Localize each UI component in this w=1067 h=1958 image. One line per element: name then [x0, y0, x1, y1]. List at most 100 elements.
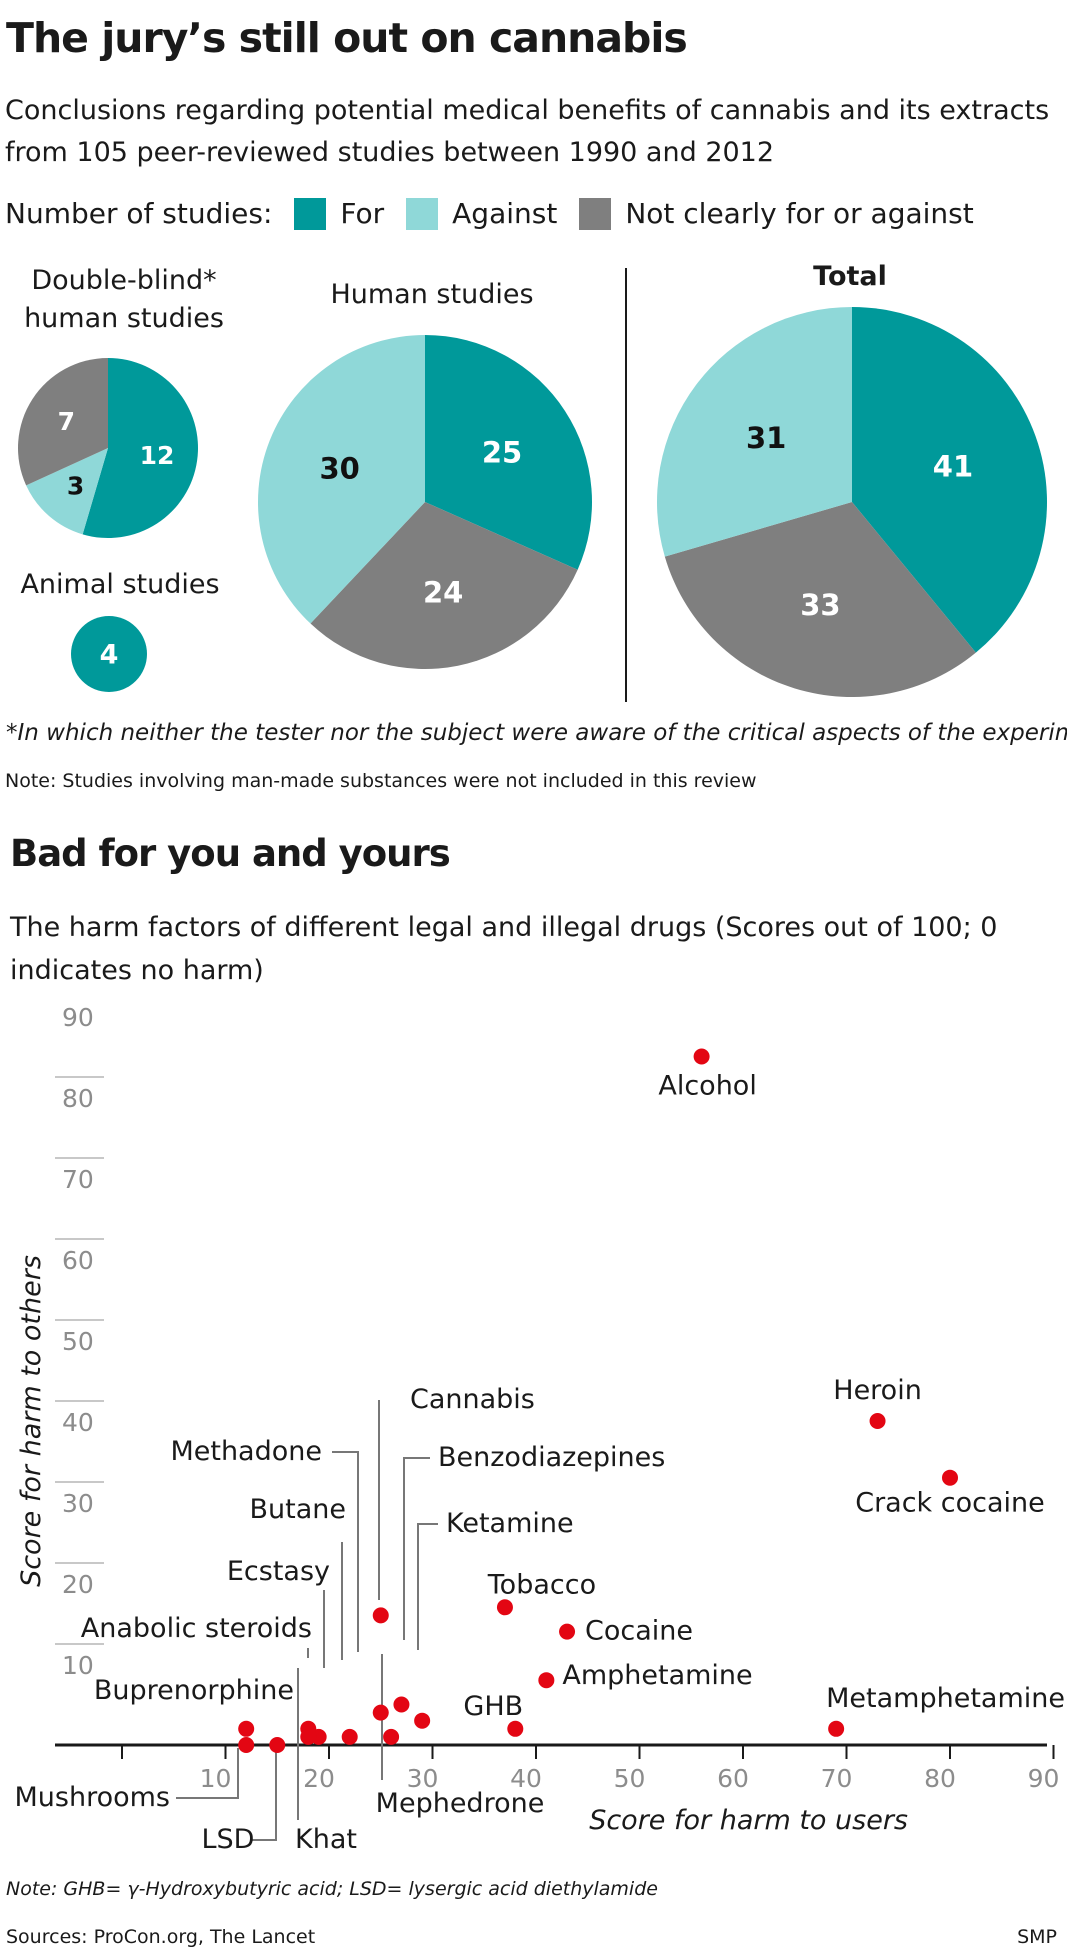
data-point	[341, 1728, 358, 1745]
data-point	[693, 1048, 710, 1065]
data-point	[372, 1704, 389, 1721]
point-label: Butane	[250, 1494, 347, 1525]
legend: Number of studies: For Against Not clear…	[5, 197, 974, 230]
point-label: GHB	[463, 1691, 523, 1722]
point-label: Mephedrone	[376, 1788, 545, 1819]
x-tick-label: 10	[200, 1764, 232, 1793]
data-point	[496, 1599, 513, 1616]
pie-value-label: 12	[140, 441, 175, 470]
point-label: Metamphetamine	[826, 1683, 1065, 1714]
pie-value-label: 24	[423, 575, 463, 609]
data-point	[238, 1720, 255, 1737]
point-label: Cannabis	[410, 1384, 535, 1415]
pie-value-label: 31	[746, 421, 786, 455]
x-axis: 10 20 30 40 50 60 70 80 90 Score for harm to user…	[55, 1743, 1060, 1836]
data-point	[269, 1737, 286, 1753]
point-label: Anabolic steroids	[81, 1613, 312, 1644]
pie-human-studies: 25 24 30	[257, 335, 592, 669]
scatter-chart: 10 20 30 40 50 60 70 80 90 Score for harm to othe…	[14, 1003, 1065, 1856]
y-axis-label: Score for harm to others	[16, 1255, 47, 1587]
x-tick-label: 80	[924, 1764, 956, 1793]
data-point	[828, 1720, 845, 1737]
pie-value-label: 33	[800, 588, 840, 622]
legend-item-for: For	[340, 197, 385, 230]
pie-label-double-blind: Double-blind* human studies	[24, 265, 224, 334]
x-tick-label: 20	[303, 1764, 335, 1793]
point-label: Crack cocaine	[855, 1488, 1045, 1519]
y-tick-label: 90	[62, 1003, 94, 1032]
y-tick-label: 70	[62, 1165, 94, 1194]
point-label: Cocaine	[585, 1616, 693, 1647]
pie-double-blind: 12 3 7	[17, 358, 198, 539]
page-title: The jury’s still out on cannabis	[6, 14, 688, 62]
pie-slice-not-clearly-for-or-against	[310, 502, 578, 669]
pie-slice-for	[82, 358, 198, 539]
point-label: Benzodiazepines	[438, 1442, 665, 1473]
pie-label-total: Total	[813, 261, 887, 292]
legend-label: Number of studies:	[5, 197, 273, 230]
point-label: Ecstasy	[227, 1556, 330, 1587]
x-tick-label: 40	[510, 1764, 542, 1793]
pie-charts: 12 3 7 25 24 30 41 33 31 4	[17, 268, 1047, 702]
x-tick-label: 30	[407, 1764, 439, 1793]
y-tick-label: 10	[62, 1651, 94, 1680]
pie-slice-for	[71, 616, 147, 692]
pie-slice-against	[257, 335, 425, 624]
point-labels: Alcohol Heroin Crack cocaine Metamphetamine…	[14, 1071, 1065, 1856]
point-label: LSD	[202, 1824, 255, 1855]
leader-lines	[176, 1400, 438, 1841]
pie-slice-against	[26, 448, 109, 535]
credit: SMP	[1017, 1926, 1057, 1948]
x-tick-label: 50	[614, 1764, 646, 1793]
page-subtitle: Conclusions regarding potential medical …	[5, 95, 1050, 168]
data-point	[942, 1469, 958, 1486]
point-label: Alcohol	[658, 1071, 756, 1102]
y-tick-label: 40	[62, 1408, 94, 1437]
pie-slice-not-clearly-for-or-against	[17, 358, 109, 486]
point-label: Buprenorphine	[94, 1675, 294, 1706]
pie-value-label: 41	[933, 449, 973, 483]
scatter-subtitle: The harm factors of different legal and …	[10, 912, 998, 986]
pie-slice-against	[657, 307, 852, 557]
pie-total: 41 33 31	[657, 307, 1047, 697]
data-point	[383, 1728, 400, 1745]
point-label: Tobacco	[487, 1569, 596, 1600]
legend-item-against: Against	[452, 197, 558, 230]
footnote-star: *In which neither the tester nor the sub…	[6, 720, 1067, 746]
abbrev-note: Note: GHB= γ-Hydroxybutyric acid; LSD= l…	[6, 1878, 658, 1900]
pie-slice-for	[852, 307, 1047, 653]
y-axis: 10 20 30 40 50 60 70 80 90 Score for harm to othe…	[16, 1003, 104, 1680]
pie-animal-studies: 4	[71, 616, 147, 692]
point-label: Methadone	[170, 1436, 322, 1467]
data-point	[507, 1720, 524, 1737]
pie-value-label: 4	[100, 640, 119, 671]
data-points	[238, 1048, 958, 1753]
y-tick-label: 60	[62, 1246, 94, 1275]
data-point	[559, 1623, 576, 1640]
x-tick-label: 90	[1028, 1764, 1060, 1793]
data-point	[238, 1737, 255, 1753]
x-tick-label: 60	[717, 1764, 749, 1793]
legend-swatch-against	[406, 197, 439, 230]
pie-label-human: Human studies	[330, 279, 534, 310]
point-label: Heroin	[833, 1375, 922, 1406]
legend-swatch-for	[294, 197, 327, 230]
y-tick-label: 20	[62, 1570, 94, 1599]
data-point	[372, 1607, 389, 1624]
y-tick-label: 30	[62, 1489, 94, 1518]
pie-value-label: 30	[319, 452, 359, 486]
data-point	[414, 1712, 431, 1729]
y-tick-label: 50	[62, 1327, 94, 1356]
data-point	[869, 1413, 886, 1429]
pie-slice-for	[425, 335, 592, 570]
legend-item-neutral: Not clearly for or against	[625, 197, 974, 230]
note-review: Note: Studies involving man-made substan…	[5, 770, 757, 792]
pie-value-label: 7	[58, 407, 75, 436]
pie-value-label: 3	[67, 471, 84, 500]
point-label: Ketamine	[446, 1508, 574, 1539]
legend-swatch-neutral	[579, 197, 612, 230]
data-point	[393, 1696, 410, 1713]
data-point	[300, 1728, 317, 1745]
x-axis-label: Score for harm to users	[589, 1805, 908, 1836]
pie-value-label: 25	[482, 435, 522, 469]
